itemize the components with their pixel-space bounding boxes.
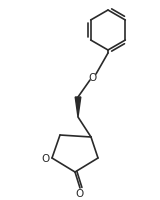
Polygon shape — [75, 98, 81, 117]
Text: O: O — [42, 153, 50, 163]
Text: O: O — [76, 188, 84, 198]
Text: O: O — [89, 73, 97, 83]
